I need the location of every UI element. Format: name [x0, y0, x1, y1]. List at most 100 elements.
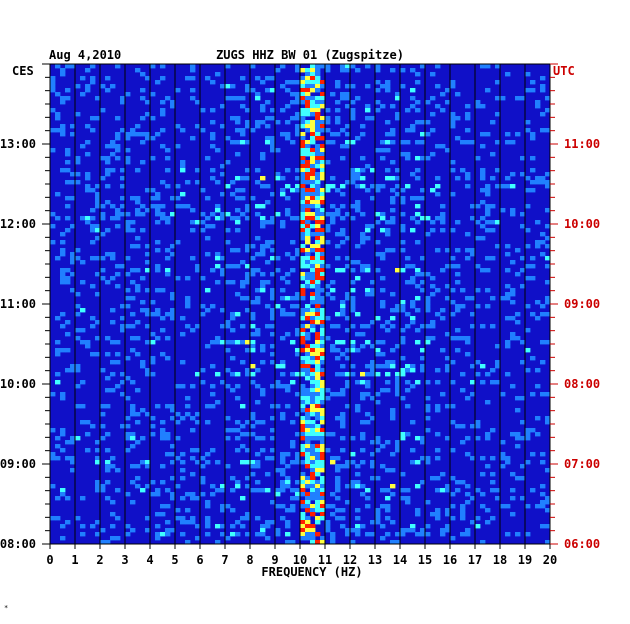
- heatmap-cell: [255, 76, 261, 81]
- heatmap-cell: [300, 448, 306, 453]
- heatmap-cell: [440, 392, 446, 397]
- heatmap-cell: [65, 96, 71, 101]
- heatmap-cell: [315, 352, 321, 357]
- heatmap-cell: [320, 208, 326, 213]
- x-tick-label: 20: [543, 553, 557, 567]
- heatmap-cell: [270, 352, 276, 357]
- heatmap-cell: [545, 496, 551, 501]
- heatmap-cell: [450, 536, 456, 541]
- heatmap-cell: [290, 296, 296, 301]
- heatmap-cell: [75, 436, 81, 441]
- heatmap-cell: [410, 448, 416, 453]
- heatmap-cell: [535, 244, 541, 249]
- heatmap-cell: [185, 508, 191, 513]
- heatmap-cell: [510, 288, 516, 293]
- heatmap-cell: [140, 300, 146, 305]
- heatmap-cell: [170, 308, 176, 313]
- heatmap-cell: [420, 188, 426, 193]
- heatmap-cell: [65, 216, 71, 221]
- heatmap-cell: [305, 500, 311, 505]
- heatmap-cell: [265, 100, 271, 105]
- heatmap-cell: [330, 324, 336, 329]
- heatmap-cell: [215, 524, 221, 529]
- heatmap-cell: [275, 256, 281, 261]
- heatmap-cell: [235, 372, 241, 377]
- heatmap-cell: [515, 132, 521, 137]
- heatmap-cell: [135, 212, 141, 217]
- heatmap-cell: [320, 504, 326, 509]
- x-tick-label: 17: [468, 553, 482, 567]
- heatmap-cell: [210, 168, 216, 173]
- heatmap-cell: [115, 264, 121, 269]
- heatmap-cell: [545, 280, 551, 285]
- heatmap-cell: [445, 368, 451, 373]
- heatmap-cell: [430, 128, 436, 133]
- heatmap-cell: [525, 368, 531, 373]
- heatmap-cell: [125, 224, 131, 229]
- heatmap-cell: [300, 84, 306, 89]
- heatmap-cell: [450, 228, 456, 233]
- heatmap-cell: [345, 528, 351, 533]
- heatmap-cell: [220, 484, 226, 489]
- heatmap-cell: [300, 224, 306, 229]
- heatmap-cell: [415, 204, 421, 209]
- heatmap-cell: [260, 108, 266, 113]
- heatmap-cell: [70, 172, 76, 177]
- heatmap-cell: [310, 444, 316, 449]
- heatmap-cell: [315, 80, 321, 85]
- heatmap-cell: [420, 120, 426, 125]
- heatmap-cell: [320, 512, 326, 517]
- heatmap-cell: [370, 360, 376, 365]
- heatmap-cell: [315, 196, 321, 201]
- x-axis-label: FREQUENCY (HZ): [261, 565, 362, 579]
- heatmap-cell: [295, 68, 301, 73]
- heatmap-cell: [330, 288, 336, 293]
- heatmap-cell: [115, 144, 121, 149]
- heatmap-cell: [235, 116, 241, 121]
- heatmap-cell: [315, 464, 321, 469]
- heatmap-cell: [515, 432, 521, 437]
- heatmap-cell: [330, 184, 336, 189]
- heatmap-cell: [140, 212, 146, 217]
- heatmap-cell: [135, 484, 141, 489]
- heatmap-cell: [315, 380, 321, 385]
- heatmap-cell: [160, 464, 166, 469]
- heatmap-cell: [325, 160, 331, 165]
- heatmap-cell: [310, 248, 316, 253]
- heatmap-cell: [315, 468, 321, 473]
- heatmap-cell: [355, 484, 361, 489]
- heatmap-cell: [300, 384, 306, 389]
- heatmap-cell: [165, 268, 171, 273]
- heatmap-cell: [320, 428, 326, 433]
- heatmap-cell: [315, 332, 321, 337]
- heatmap-cell: [105, 184, 111, 189]
- heatmap-cell: [130, 348, 136, 353]
- heatmap-cell: [445, 404, 451, 409]
- heatmap-cell: [340, 340, 346, 345]
- heatmap-cell: [250, 256, 256, 261]
- heatmap-cell: [50, 108, 56, 113]
- heatmap-cell: [305, 224, 311, 229]
- heatmap-cell: [535, 384, 541, 389]
- heatmap-cell: [540, 504, 546, 509]
- heatmap-cell: [300, 392, 306, 397]
- heatmap-cell: [300, 488, 306, 493]
- heatmap-cell: [485, 212, 491, 217]
- heatmap-cell: [265, 280, 271, 285]
- heatmap-cell: [300, 116, 306, 121]
- heatmap-cell: [310, 132, 316, 137]
- heatmap-cell: [450, 256, 456, 261]
- heatmap-cell: [520, 96, 526, 101]
- heatmap-cell: [280, 192, 286, 197]
- heatmap-cell: [320, 176, 326, 181]
- heatmap-cell: [210, 144, 216, 149]
- heatmap-cell: [305, 400, 311, 405]
- heatmap-cell: [380, 228, 386, 233]
- heatmap-cell: [145, 312, 151, 317]
- heatmap-cell: [405, 500, 411, 505]
- heatmap-cell: [210, 492, 216, 497]
- heatmap-cell: [55, 516, 61, 521]
- heatmap-cell: [540, 524, 546, 529]
- heatmap-cell: [310, 124, 316, 129]
- heatmap-cell: [410, 460, 416, 465]
